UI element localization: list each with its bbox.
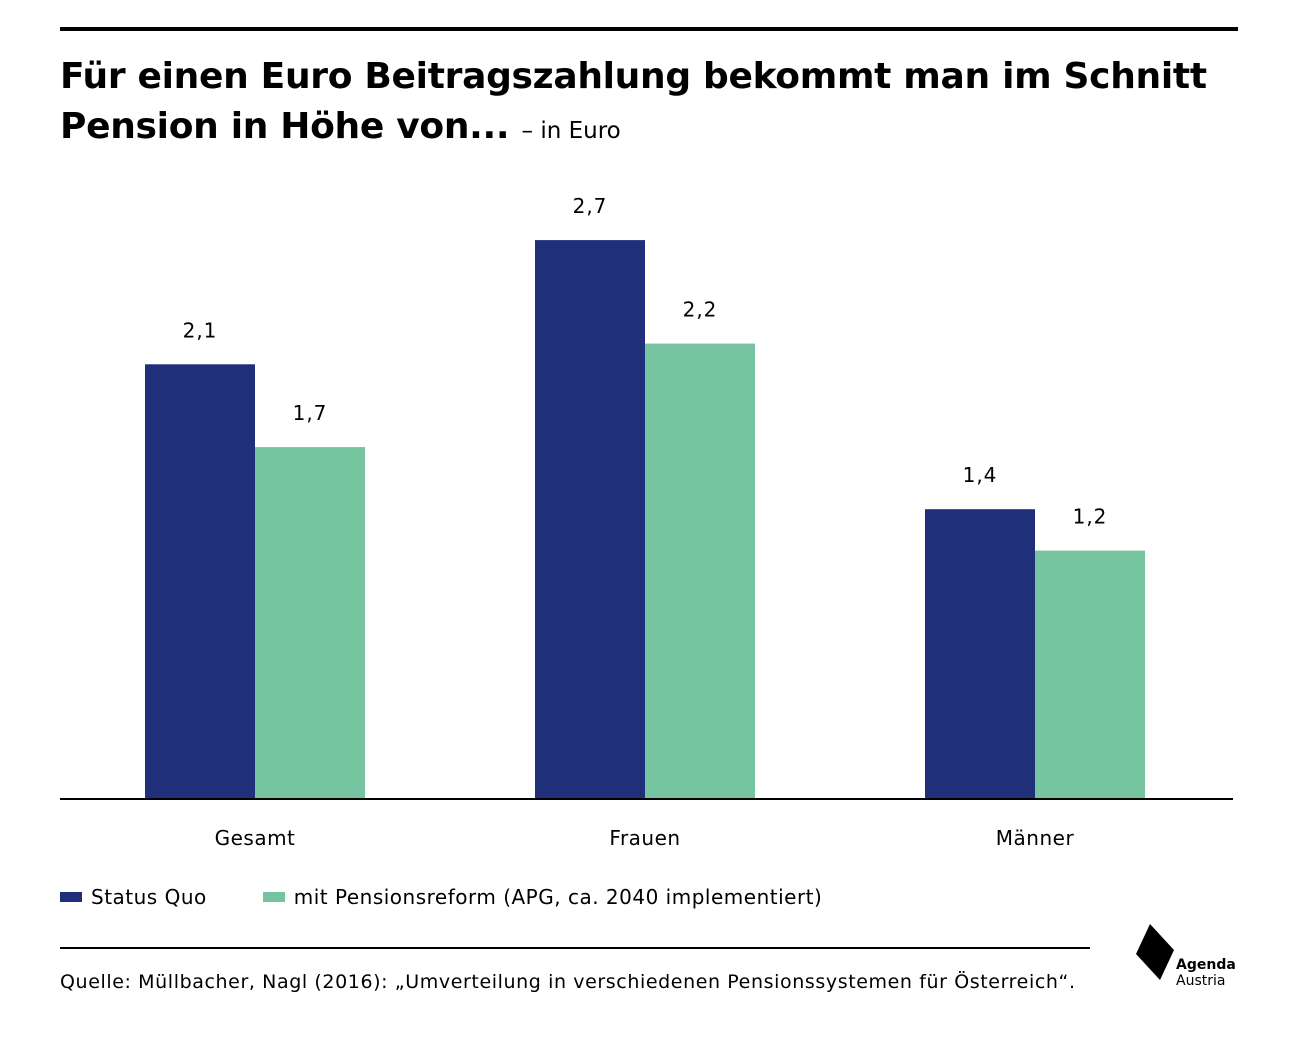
logo-text-agenda: Agenda (1176, 957, 1236, 973)
bar-reform-3 (1035, 550, 1145, 799)
data-label-status-quo-1: 2,1 (183, 318, 218, 342)
data-label-reform-1: 1,7 (293, 401, 328, 425)
logo-text-austria: Austria (1176, 973, 1226, 989)
legend: Status Quo mit Pensionsreform (APG, ca. … (60, 882, 878, 912)
bottom-rule (60, 947, 1090, 949)
x-tick-label-2: Frauen (609, 826, 680, 850)
legend-label-reform: mit Pensionsreform (APG, ca. 2040 implem… (293, 885, 823, 909)
bar-status-quo-3 (925, 509, 1035, 799)
x-tick-label-1: Gesamt (215, 826, 296, 850)
source-note: Quelle: Müllbacher, Nagl (2016): „Umvert… (60, 971, 1076, 993)
bar-status-quo-1 (145, 364, 255, 799)
legend-item-status-quo: Status Quo (60, 885, 207, 909)
bar-chart: 2,1 1,7 Gesamt 2,7 2,2 Frauen 1,4 1,2 Männer (60, 194, 1233, 850)
data-label-status-quo-3: 1,4 (963, 463, 998, 487)
x-tick-label-3: Männer (996, 826, 1075, 850)
data-label-status-quo-2: 2,7 (573, 194, 608, 218)
legend-swatch-status-quo (60, 892, 82, 902)
agenda-austria-logo-icon (1136, 924, 1174, 980)
data-label-reform-3: 1,2 (1073, 505, 1108, 529)
chart-unit: – in Euro (521, 118, 621, 144)
top-rule (60, 27, 1238, 31)
chart-title: Für einen Euro Beitragszahlung bekommt m… (60, 52, 1260, 156)
data-label-reform-2: 2,2 (683, 298, 718, 322)
legend-swatch-reform (262, 892, 285, 902)
agenda-austria-logo: Agenda Austria (1130, 920, 1250, 992)
bar-reform-2 (645, 343, 755, 799)
chart-title-main: Für einen Euro Beitragszahlung bekommt m… (60, 56, 1207, 147)
bar-reform-1 (255, 447, 365, 799)
legend-label-status-quo: Status Quo (91, 885, 207, 909)
legend-item-reform: mit Pensionsreform (APG, ca. 2040 implem… (262, 885, 823, 909)
bar-status-quo-2 (535, 240, 645, 800)
